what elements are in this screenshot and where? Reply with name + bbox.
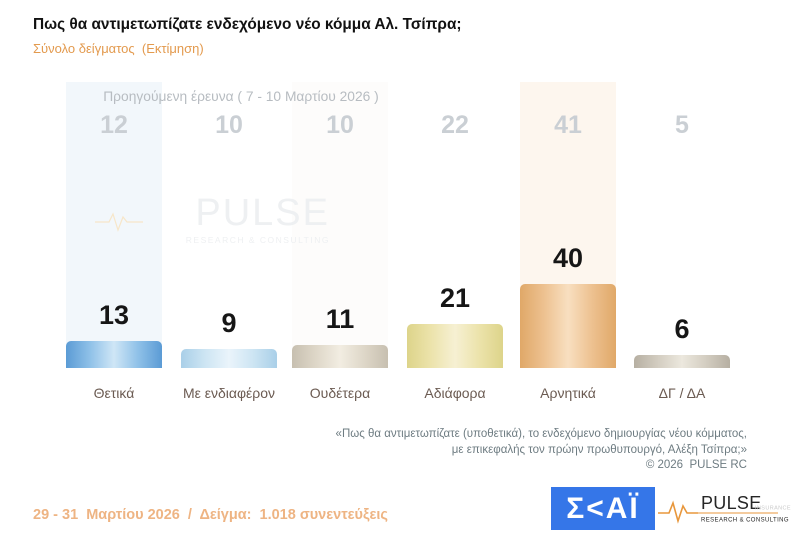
svg-text:INSURANCE: INSURANCE [755, 506, 791, 512]
svg-text:RESEARCH & CONSULTING: RESEARCH & CONSULTING [186, 235, 330, 245]
svg-text:PULSE: PULSE [701, 493, 762, 513]
svg-text:RESEARCH & CONSULTING: RESEARCH & CONSULTING [701, 518, 789, 524]
svg-text:PULSE: PULSE [195, 192, 330, 234]
